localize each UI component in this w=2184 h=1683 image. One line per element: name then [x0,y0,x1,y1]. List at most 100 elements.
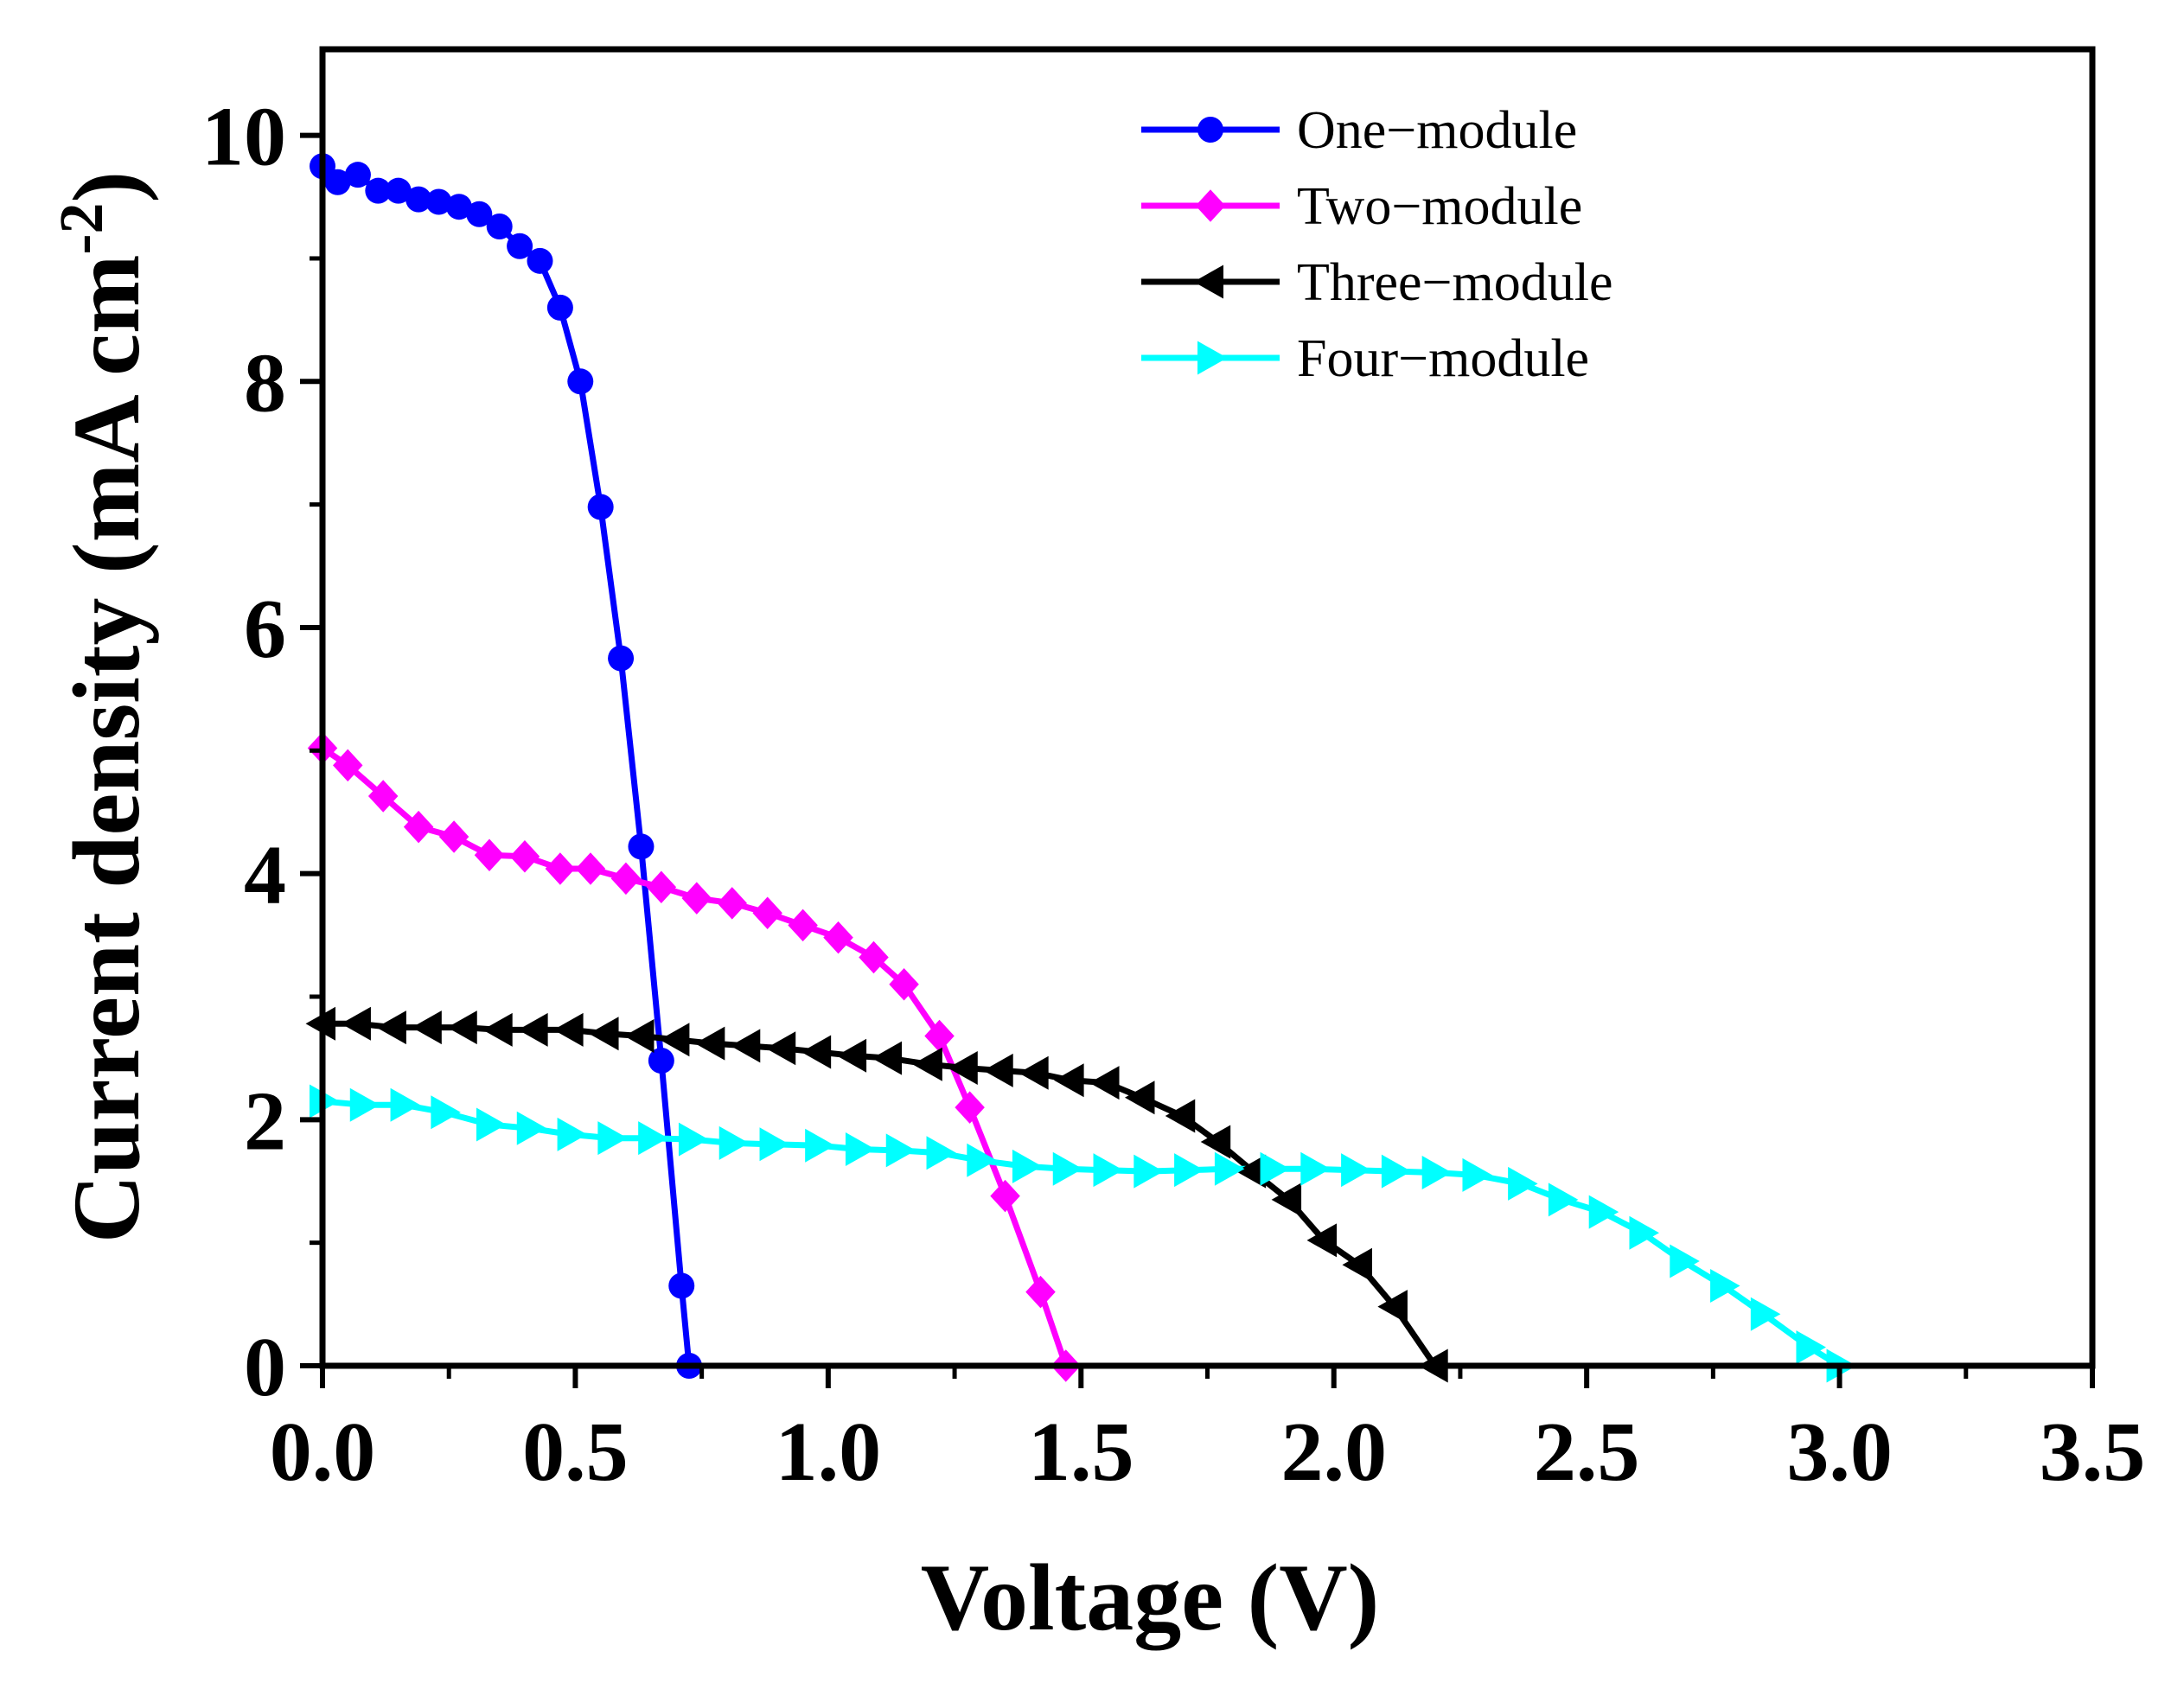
data-point-four-module [805,1128,835,1163]
series-line-three-module [322,1020,1438,1367]
y-axis-title-close: ) [54,171,159,203]
x-tick-label: 2.0 [1280,1406,1387,1499]
data-point-three-module [801,1035,832,1069]
x-tick-label: 3.5 [2040,1406,2146,1499]
data-point-four-module [1670,1244,1700,1278]
data-point-one-module [567,368,594,395]
data-point-four-module [638,1121,668,1156]
data-point-one-module [546,294,573,321]
data-point-three-module [412,1010,442,1045]
data-point-two-module [646,870,677,904]
data-point-three-module [1200,1125,1231,1159]
data-point-four-module [1341,1153,1371,1188]
data-point-four-module [1300,1151,1331,1186]
data-point-three-module [1377,1290,1408,1324]
legend-label-two-module: Two−module [1297,177,1582,236]
data-point-three-module [1165,1099,1196,1133]
series-line-two-module [321,745,1070,1367]
data-point-three-module [872,1041,903,1075]
x-tick-label: 1.5 [1028,1406,1134,1499]
data-point-three-module [589,1017,619,1051]
data-point-three-module [623,1019,655,1054]
data-point-four-module [390,1087,421,1122]
data-point-two-module [438,820,469,853]
legend-label-one-module: One−module [1297,101,1577,160]
data-point-three-module [983,1053,1013,1087]
series-markers [305,153,1857,1383]
data-point-four-module [678,1122,709,1157]
data-point-four-module [967,1143,997,1177]
data-point-three-module [948,1051,978,1086]
axes: 0.0 0.5 1.0 1.5 2.0 2.5 3.0 3.5 0 2 4 6 8 10 [201,91,2145,1499]
series-line-one-module [320,163,693,1367]
data-point-two-module [610,862,642,896]
data-point-two-module [955,1091,985,1124]
y-tick-label: 10 [201,91,286,184]
x-tick-label: 0.5 [522,1406,629,1499]
data-point-three-module [518,1012,548,1047]
x-tick-label: 0.0 [270,1406,376,1499]
data-point-one-module [628,833,655,860]
legend-label-three-module: Three−module [1297,253,1613,312]
data-point-two-module [545,852,576,885]
data-point-two-module [859,940,889,974]
data-point-three-module [912,1047,942,1081]
data-point-four-module [557,1117,588,1151]
data-point-three-module [1271,1183,1302,1217]
data-point-one-module [507,233,533,259]
data-point-two-module [1025,1275,1056,1309]
data-point-four-module [1462,1157,1492,1192]
series-lines [320,163,1842,1368]
data-point-four-module [1174,1153,1204,1188]
data-point-three-module [694,1026,725,1061]
data-point-one-module [486,213,513,239]
y-tick-label: 2 [244,1074,286,1168]
data-point-two-module [575,852,606,885]
data-point-two-module [332,749,363,782]
data-point-four-module [885,1133,916,1168]
legend-marker-three-module [1193,265,1223,299]
x-tick-label: 2.5 [1534,1406,1640,1499]
data-point-one-module [406,186,432,213]
data-point-three-module [730,1029,761,1063]
data-point-four-module [1548,1183,1579,1217]
data-point-four-module [349,1087,380,1122]
data-point-one-module [385,177,412,204]
data-point-four-module [845,1132,876,1166]
data-point-one-module [324,169,351,195]
data-point-three-module [376,1010,406,1045]
data-point-four-module [1750,1297,1781,1331]
y-tick-label: 4 [244,829,286,922]
data-point-one-module [527,247,553,274]
series-line-four-module [322,1098,1842,1368]
legend-marker-one-module [1197,117,1223,143]
x-tick-label: 3.0 [1786,1406,1893,1499]
data-point-one-module [425,188,452,215]
data-point-four-module [718,1125,750,1160]
data-point-four-module [1710,1268,1740,1303]
y-axis-title-superscript: -2 [47,202,116,254]
y-axis-title: Current density (mA cm-2) [47,171,159,1243]
data-point-one-module [365,177,392,204]
data-point-two-module [681,882,712,915]
data-point-three-module [765,1031,796,1066]
data-point-four-module [1629,1215,1659,1250]
data-point-four-module [516,1111,547,1145]
data-point-two-module [823,921,853,954]
legend: One−module Two−module Three−module Four−mod… [1141,101,1613,388]
data-point-three-module [447,1010,477,1045]
data-point-two-module [367,780,399,813]
data-point-four-module [926,1136,957,1170]
data-point-three-module [836,1038,867,1073]
data-point-four-module [1588,1195,1619,1229]
data-point-three-module [1306,1223,1338,1258]
data-point-four-module [1052,1151,1083,1186]
data-point-one-module [445,194,472,220]
data-point-four-module [597,1121,628,1156]
x-axis-title: Voltage (V) [921,1545,1380,1650]
y-tick-label: 0 [244,1321,286,1414]
data-point-three-module [341,1006,371,1041]
data-point-three-module [1019,1055,1049,1090]
data-point-three-module [482,1012,513,1047]
